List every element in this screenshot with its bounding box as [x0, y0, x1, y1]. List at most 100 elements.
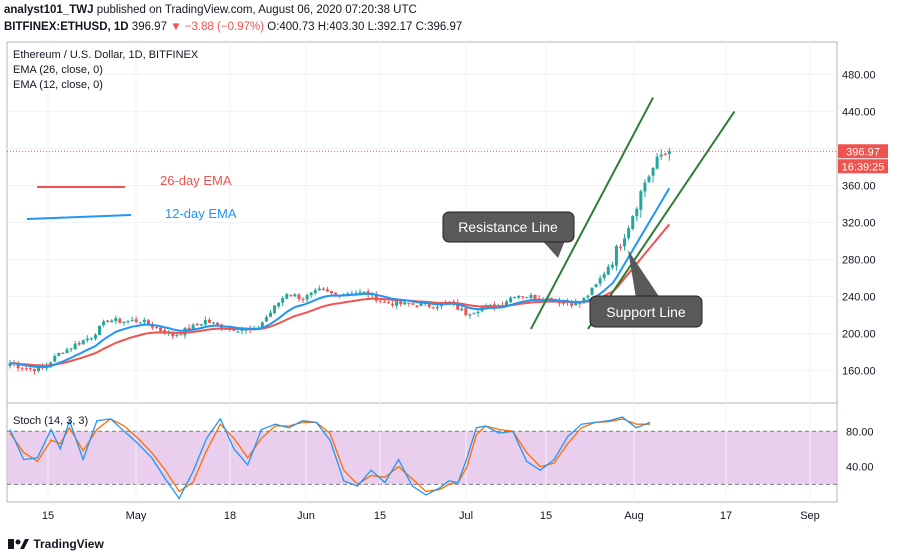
candle-body [199, 324, 203, 326]
candle-body [639, 191, 643, 210]
candle-body [289, 294, 293, 296]
candle-body [301, 299, 305, 301]
time-axis: 15 May 18 Jun 15 Jul 15 Aug 17 Sep [42, 510, 820, 522]
candle-body [305, 295, 309, 300]
candle-body [655, 156, 659, 169]
candle-body [171, 332, 175, 337]
ema12-line [9, 187, 671, 369]
candle-body [354, 292, 358, 294]
price-tick-label: 480.00 [842, 69, 876, 81]
resistance-callout-box[interactable] [442, 211, 575, 243]
candle-body [391, 303, 395, 306]
time-tick-label: Jun [297, 510, 315, 522]
candle-body [114, 318, 118, 322]
candle-body [533, 294, 537, 300]
resistance-callout-pointer [540, 238, 566, 258]
candle-body [395, 300, 399, 306]
candle-body [415, 305, 419, 307]
price-tick-label: 160.00 [842, 366, 876, 378]
stoch-lines [9, 416, 651, 500]
candle-body [330, 291, 334, 293]
candle-body [150, 325, 154, 328]
candle-body [427, 303, 431, 307]
candle-body [32, 368, 36, 372]
time-tick-label: 15 [540, 510, 552, 522]
price-tick-label: 200.00 [842, 329, 876, 341]
candle-body [362, 291, 366, 293]
candle-body [647, 176, 651, 182]
candle-body [374, 293, 378, 301]
candle-body [411, 303, 415, 305]
candle-body [321, 288, 325, 290]
candle-body [513, 297, 517, 299]
candle-body [403, 302, 407, 305]
candle-body [264, 317, 268, 322]
candle-body [521, 296, 525, 298]
candle-body [399, 301, 403, 305]
candle-body [122, 321, 126, 324]
ema-lines [9, 187, 671, 369]
candle-body [594, 284, 598, 288]
candle-body [325, 289, 329, 292]
candle-body [159, 327, 163, 331]
candle-body [623, 238, 627, 247]
ema26-annotation: 26-day EMA [160, 173, 232, 188]
publisher-name: analyst101_TWJ [4, 4, 94, 16]
candle-body [61, 353, 65, 355]
support-callout-box[interactable] [589, 295, 703, 328]
candle-body [69, 348, 73, 350]
candle-body [195, 324, 199, 326]
candle-body [138, 322, 142, 324]
legend-title: Ethereum / U.S. Dollar, 1D, BITFINEX [13, 49, 199, 61]
trend-lines[interactable] [530, 97, 736, 330]
candle-body [216, 322, 220, 325]
candle-body [175, 334, 179, 336]
symbol-label: BITFINEX:ETHUSD, 1D [4, 21, 129, 33]
time-tick-label: Sep [800, 510, 820, 522]
time-tick-label: Aug [624, 510, 644, 522]
ema12-annotation: 12-day EMA [165, 206, 237, 221]
ema12-legend-line [26, 214, 132, 220]
candle-body [93, 334, 97, 339]
candle-body [142, 319, 146, 323]
candle-body [313, 290, 317, 294]
candle-body [102, 321, 106, 326]
candle-body [57, 353, 61, 356]
candle-body [407, 302, 411, 304]
candle-body [431, 307, 435, 309]
support-trend-line [587, 110, 736, 330]
time-tick-label: 15 [374, 510, 386, 522]
candle-body [472, 312, 476, 314]
countdown-value: 16:39:25 [842, 161, 885, 173]
candle-body [155, 327, 159, 329]
candle-body [346, 293, 350, 295]
candle-body [191, 324, 195, 330]
candle-body [28, 368, 32, 370]
candle-body [118, 318, 122, 323]
candle-body [590, 287, 594, 295]
candle-body [24, 368, 28, 370]
price-pane-frame [6, 41, 838, 503]
candle-body [110, 320, 114, 323]
last-price: 396.97 [131, 21, 167, 33]
candle-body [651, 167, 655, 176]
candle-body [20, 368, 24, 370]
ohlc-values: O:400.73 H:403.30 L:392.17 C:396.97 [267, 21, 463, 33]
candle-body [619, 246, 622, 248]
candle-body [643, 182, 647, 192]
published-text: published on TradingView.com, August 06,… [96, 4, 417, 16]
candle-body [627, 228, 631, 238]
support-label: Support Line [606, 304, 686, 320]
price-change: ▼ −3.88 (−0.97%) [170, 21, 265, 33]
stoch-band-group [7, 430, 837, 485]
chart-area[interactable]: 160.00200.00240.00280.00320.00360.00400.… [0, 40, 900, 536]
candle-body [610, 264, 614, 268]
candle-body [281, 298, 285, 303]
candle-body [435, 307, 439, 309]
candle-body [207, 319, 211, 323]
candle-body [65, 349, 69, 354]
candle-body [273, 305, 277, 314]
stoch-d-line [9, 418, 650, 493]
countdown-tag [838, 159, 888, 174]
legend-ema12: EMA (12, close, 0) [13, 79, 103, 91]
